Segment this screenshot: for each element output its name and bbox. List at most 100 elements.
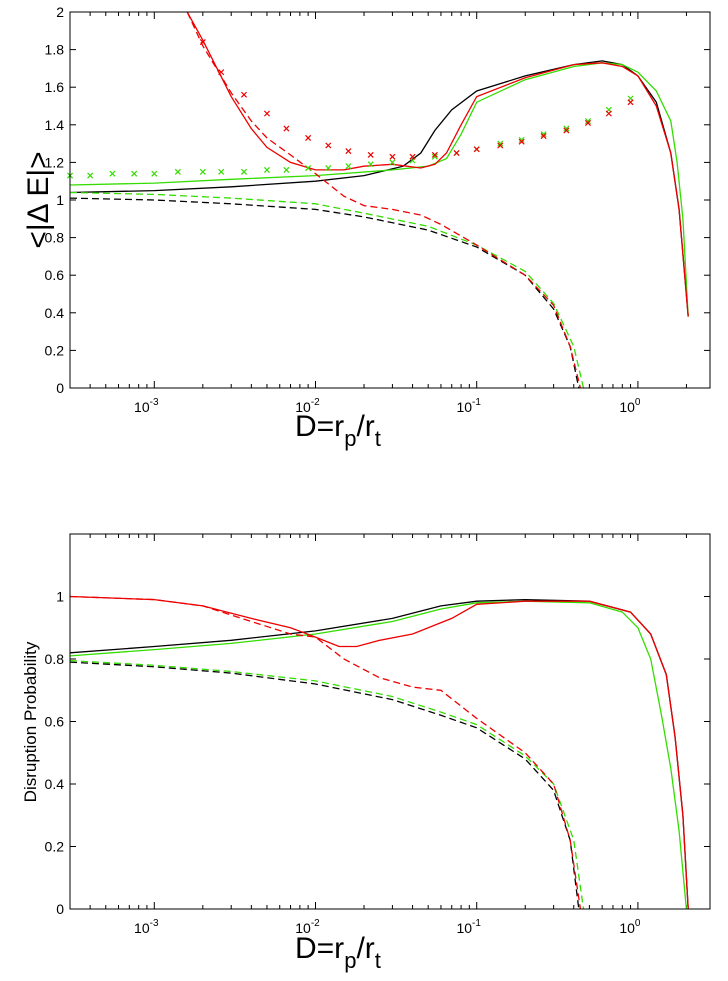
x-tick-label-base: 10 bbox=[619, 920, 635, 936]
energy-markers bbox=[66, 39, 634, 179]
x-tick-label: 10-1 bbox=[456, 397, 481, 415]
marker-green-x bbox=[305, 165, 312, 172]
x-tick-label-exponent: -3 bbox=[150, 397, 159, 408]
marker-red-x bbox=[367, 151, 374, 158]
marker-red-x bbox=[325, 142, 332, 149]
marker-red-x bbox=[497, 142, 504, 149]
x-tick-label: 10-2 bbox=[295, 918, 320, 936]
y-tick-label: 0.6 bbox=[45, 714, 65, 730]
y-tick-label: 1 bbox=[56, 192, 64, 208]
y-tick-label: 0.6 bbox=[45, 267, 65, 283]
marker-green-x bbox=[131, 170, 138, 177]
disruption-series bbox=[70, 595, 689, 909]
marker-red-x bbox=[518, 138, 525, 145]
marker-green-x bbox=[563, 125, 570, 132]
marker-red-x bbox=[283, 125, 290, 132]
marker-green-x bbox=[367, 161, 374, 168]
marker-green-x bbox=[540, 131, 547, 138]
disruption-xlabel-mid: /r bbox=[356, 932, 374, 965]
marker-red-x bbox=[431, 151, 438, 158]
marker-green-x bbox=[283, 166, 290, 173]
y-tick-label: 0.4 bbox=[45, 305, 65, 321]
x-tick-label: 10-3 bbox=[134, 918, 159, 936]
marker-red-x bbox=[605, 110, 612, 117]
energy-x-axis-label: D=rp/rt bbox=[295, 410, 381, 451]
series-red-dashed bbox=[186, 12, 582, 388]
x-tick-label-exponent: 0 bbox=[635, 918, 641, 929]
marker-green-x bbox=[325, 165, 332, 172]
energy-xlabel-sub2: t bbox=[375, 426, 381, 451]
disruption-xlabel-sub2: t bbox=[375, 948, 381, 973]
y-tick-label: 0.2 bbox=[45, 839, 65, 855]
series-black-dashed bbox=[70, 661, 580, 909]
marker-green-x bbox=[87, 172, 94, 179]
x-tick-label-exponent: -1 bbox=[472, 918, 481, 929]
series-red-solid bbox=[186, 12, 689, 317]
y-tick-label: 0 bbox=[56, 380, 64, 396]
y-tick-label: 2 bbox=[56, 4, 64, 20]
x-tick-label-base: 10 bbox=[619, 399, 635, 415]
marker-green-x bbox=[518, 136, 525, 143]
marker-green-x bbox=[240, 168, 247, 175]
marker-green-x bbox=[263, 166, 270, 173]
y-tick-label: 1.8 bbox=[45, 42, 65, 58]
x-tick-label: 100 bbox=[619, 397, 641, 415]
series-green-dashed bbox=[70, 659, 585, 909]
energy-plot-frame bbox=[69, 11, 711, 389]
y-tick-label: 0 bbox=[56, 901, 64, 917]
y-tick-label: 0.4 bbox=[45, 776, 65, 792]
marker-green-x bbox=[199, 168, 206, 175]
marker-red-x bbox=[199, 39, 206, 46]
y-tick-label: 1 bbox=[56, 589, 64, 605]
marker-red-x bbox=[345, 148, 352, 155]
x-tick-label-exponent: -1 bbox=[472, 397, 481, 408]
marker-red-x bbox=[389, 153, 396, 160]
x-tick-label-base: 10 bbox=[295, 920, 311, 936]
marker-red-x bbox=[627, 99, 634, 106]
x-tick-label: 100 bbox=[619, 918, 641, 936]
energy-series bbox=[70, 12, 689, 388]
y-tick-label: 1.2 bbox=[45, 154, 65, 170]
x-tick-label-exponent: -3 bbox=[150, 918, 159, 929]
series-black-dashed bbox=[70, 197, 580, 388]
disruption-y-axis-label: Disruption Probability bbox=[21, 641, 40, 802]
marker-red-x bbox=[473, 146, 480, 153]
series-red-dashed bbox=[70, 595, 582, 909]
series-green-solid bbox=[70, 600, 688, 909]
x-tick-label-base: 10 bbox=[295, 399, 311, 415]
series-black-solid bbox=[70, 60, 689, 317]
energy-xlabel-sub1: p bbox=[344, 426, 356, 451]
x-tick-label-exponent: -2 bbox=[311, 918, 320, 929]
energy-y-axis-label: <|Δ E|> bbox=[22, 151, 55, 248]
marker-red-x bbox=[563, 127, 570, 134]
marker-red-x bbox=[453, 149, 460, 157]
y-tick-label: 0.8 bbox=[45, 230, 65, 246]
x-tick-label: 10-2 bbox=[295, 397, 320, 415]
disruption-xlabel-sub1: p bbox=[344, 948, 356, 973]
marker-red-x bbox=[218, 69, 225, 76]
marker-green-x bbox=[109, 170, 116, 177]
x-tick-label-base: 10 bbox=[456, 920, 472, 936]
marker-red-x bbox=[305, 134, 312, 141]
disruption-plot-frame bbox=[69, 533, 711, 910]
y-tick-label: 1.4 bbox=[45, 117, 65, 133]
marker-green-x bbox=[174, 168, 181, 175]
series-red-solid bbox=[70, 595, 689, 909]
x-tick-label-exponent: -2 bbox=[311, 397, 320, 408]
x-tick-label: 10-3 bbox=[134, 397, 159, 415]
y-tick-label: 1.6 bbox=[45, 79, 65, 95]
series-green-dashed bbox=[70, 191, 585, 388]
marker-green-x bbox=[218, 168, 225, 175]
marker-green-x bbox=[389, 159, 396, 166]
marker-red-x bbox=[584, 119, 591, 126]
marker-red-x bbox=[263, 110, 270, 117]
series-green-solid bbox=[70, 62, 689, 317]
marker-green-x bbox=[497, 140, 504, 147]
x-tick-label-base: 10 bbox=[134, 920, 150, 936]
y-tick-label: 0.2 bbox=[45, 342, 65, 358]
energy-xlabel-main: D=r bbox=[295, 410, 344, 443]
disruption-xlabel-main: D=r bbox=[295, 932, 344, 965]
x-tick-label-base: 10 bbox=[456, 399, 472, 415]
